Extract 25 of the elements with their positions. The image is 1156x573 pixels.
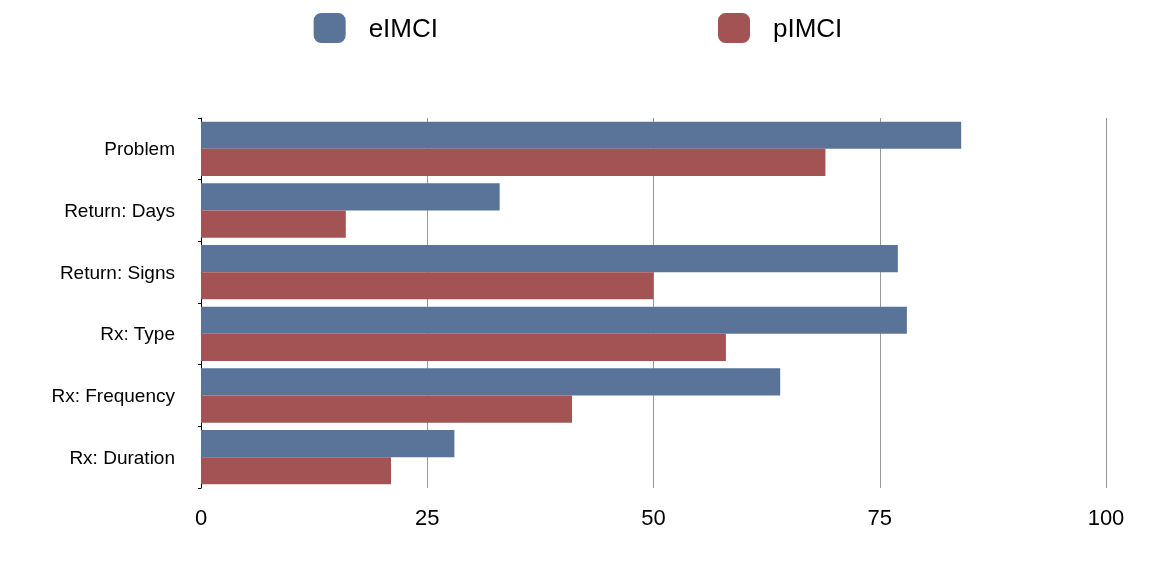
bar xyxy=(201,272,654,300)
bar xyxy=(201,245,898,273)
bar xyxy=(201,430,455,458)
x-tick-label: 50 xyxy=(641,504,666,530)
y-tick-label: Rx: Duration xyxy=(69,446,175,468)
bar xyxy=(201,368,781,396)
legend-label: pIMCI xyxy=(773,13,843,43)
x-tick-label: 75 xyxy=(867,504,892,530)
x-tick-label: 0 xyxy=(194,504,208,530)
y-tick-label: Problem xyxy=(104,138,175,160)
y-tick-label: Rx: Frequency xyxy=(51,385,176,406)
legend-label: eIMCI xyxy=(368,13,438,43)
y-tick-label: Return: Days xyxy=(64,200,175,221)
bar xyxy=(201,121,962,149)
bar xyxy=(201,210,346,238)
y-tick-label: Rx: Type xyxy=(100,323,175,345)
x-tick-label: 25 xyxy=(415,504,440,530)
bar xyxy=(201,395,573,423)
y-tick-label: Return: Signs xyxy=(59,261,175,283)
bar xyxy=(201,333,726,361)
bar xyxy=(201,148,826,176)
x-tick-label: 100 xyxy=(1087,504,1125,530)
bar xyxy=(201,306,907,334)
bar xyxy=(201,183,500,211)
bar xyxy=(201,457,392,485)
